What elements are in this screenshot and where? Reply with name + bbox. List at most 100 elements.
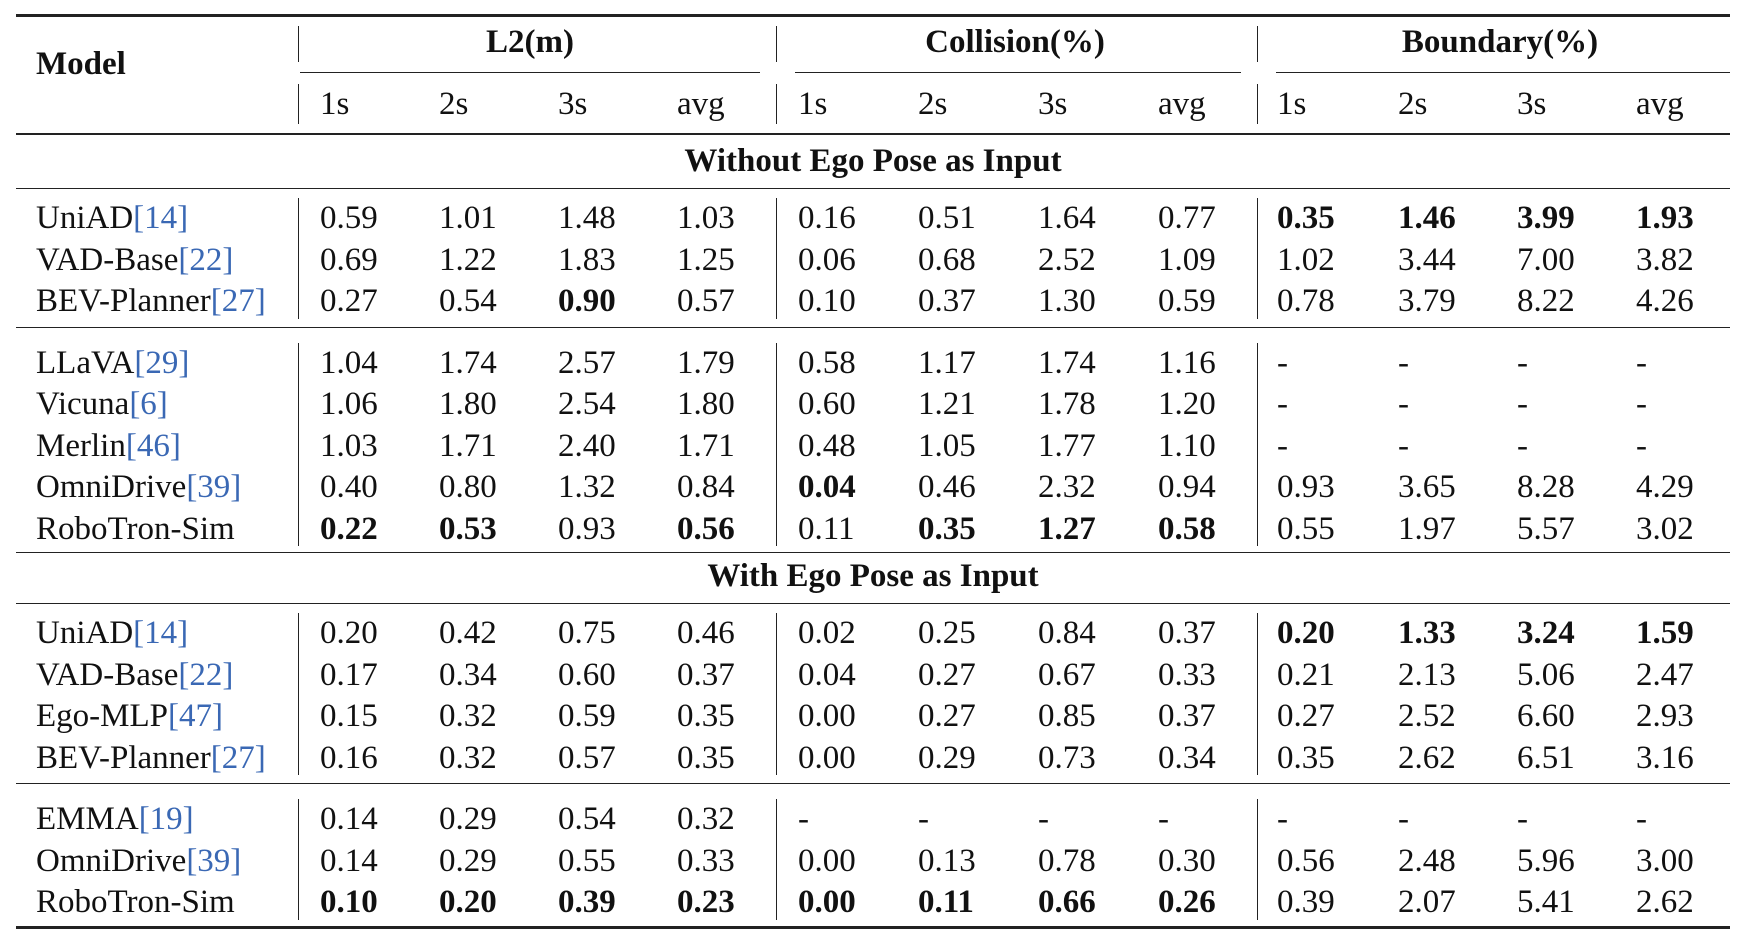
subheader-avg: avg bbox=[1636, 86, 1684, 122]
citation-link[interactable]: [6] bbox=[129, 386, 168, 422]
model-name: BEV-Planner[27] bbox=[36, 281, 266, 321]
metric-value: 2.54 bbox=[558, 386, 616, 422]
metric-value: 2.57 bbox=[558, 344, 616, 381]
metric-value: 0.84 bbox=[1038, 615, 1096, 651]
citation-link[interactable]: [19] bbox=[138, 801, 194, 837]
group-underline-collision bbox=[795, 72, 1241, 73]
model-name: VAD-Base[22] bbox=[36, 655, 233, 695]
metric-value: 1.80 bbox=[439, 386, 497, 422]
metric-value: 2.07 bbox=[1398, 884, 1456, 920]
metric-value: 0.27 bbox=[1277, 698, 1335, 734]
metric-value: 1.09 bbox=[1158, 241, 1216, 278]
section-title: Without Ego Pose as Input bbox=[684, 143, 1062, 179]
metric-value: 0.53 bbox=[439, 510, 497, 547]
model-label: BEV-Planner bbox=[36, 283, 211, 319]
group-header-collision: Collision(%) bbox=[925, 24, 1105, 60]
citation-link[interactable]: [27] bbox=[210, 739, 266, 776]
subheader-avg: avg bbox=[677, 86, 725, 122]
model-label: OmniDrive bbox=[36, 842, 187, 879]
metric-value: 1.71 bbox=[439, 427, 497, 464]
subheader-3s: 3s bbox=[558, 86, 588, 122]
group-header-l2: L2(m) bbox=[486, 24, 574, 60]
metric-value: 0.16 bbox=[320, 739, 378, 776]
metric-value: 1.48 bbox=[558, 200, 616, 236]
metric-value: 0.29 bbox=[439, 842, 497, 879]
subheader-separator bbox=[776, 84, 777, 124]
metric-value: 0.23 bbox=[677, 884, 735, 920]
metric-value: 5.06 bbox=[1517, 656, 1575, 693]
metric-value: 0.80 bbox=[439, 469, 497, 505]
metric-value: 0.32 bbox=[439, 739, 497, 776]
metric-value: 0.13 bbox=[918, 842, 976, 879]
header-rule bbox=[16, 133, 1730, 135]
citation-link[interactable]: [47] bbox=[168, 698, 223, 734]
citation-link[interactable]: [39] bbox=[186, 842, 242, 879]
metric-value: 0.16 bbox=[798, 200, 856, 236]
metric-value: 0.34 bbox=[1158, 739, 1216, 776]
citation-link[interactable]: [39] bbox=[186, 469, 242, 505]
metric-value: 5.57 bbox=[1517, 510, 1575, 547]
metric-value: - bbox=[1636, 801, 1647, 837]
metric-value: 2.47 bbox=[1636, 656, 1694, 693]
model-name: RoboTron-Sim bbox=[36, 509, 235, 549]
metric-value: 1.74 bbox=[1038, 344, 1096, 381]
metric-value: 1.77 bbox=[1038, 427, 1096, 464]
metric-value: 3.02 bbox=[1636, 510, 1694, 547]
model-label: VAD-Base bbox=[36, 241, 179, 278]
column-separator bbox=[776, 342, 777, 546]
metric-value: 0.06 bbox=[798, 241, 856, 278]
citation-link[interactable]: [46] bbox=[125, 427, 181, 464]
metric-value: 0.29 bbox=[918, 739, 976, 776]
column-separator bbox=[298, 613, 299, 775]
metric-value: 0.78 bbox=[1277, 283, 1335, 319]
metric-value: 0.75 bbox=[558, 615, 616, 651]
metric-value: 5.96 bbox=[1517, 842, 1575, 879]
model-label: Ego-MLP bbox=[36, 698, 168, 734]
group-separator bbox=[776, 26, 777, 62]
metric-value: 1.46 bbox=[1398, 200, 1456, 236]
metric-value: 6.51 bbox=[1517, 739, 1575, 776]
citation-link[interactable]: [27] bbox=[210, 283, 266, 319]
metric-value: 0.20 bbox=[439, 884, 497, 920]
citation-link[interactable]: [22] bbox=[178, 241, 234, 278]
metric-value: 0.59 bbox=[1158, 283, 1216, 319]
metric-value: 0.33 bbox=[677, 842, 735, 879]
metric-value: - bbox=[1277, 427, 1288, 464]
metric-value: 1.02 bbox=[1277, 241, 1335, 278]
column-separator bbox=[1257, 799, 1258, 920]
metric-value: 3.99 bbox=[1517, 200, 1575, 236]
metric-value: 0.35 bbox=[1277, 739, 1335, 776]
model-label: BEV-Planner bbox=[36, 739, 211, 776]
citation-link[interactable]: [14] bbox=[133, 615, 189, 651]
model-name: UniAD[14] bbox=[36, 613, 188, 653]
group-separator bbox=[298, 26, 299, 62]
metric-value: - bbox=[1158, 801, 1169, 837]
metric-value: 0.54 bbox=[439, 283, 497, 319]
column-separator bbox=[776, 198, 777, 319]
section-title: With Ego Pose as Input bbox=[707, 558, 1039, 594]
metric-value: 0.46 bbox=[677, 615, 735, 651]
metric-value: 0.39 bbox=[558, 884, 616, 920]
model-name: LLaVA[29] bbox=[36, 343, 189, 383]
metric-value: 4.29 bbox=[1636, 469, 1694, 505]
metric-value: 1.01 bbox=[439, 200, 497, 236]
metric-value: 1.97 bbox=[1398, 510, 1456, 547]
metric-value: 0.46 bbox=[918, 469, 976, 505]
citation-link[interactable]: [14] bbox=[133, 200, 189, 236]
model-name: VAD-Base[22] bbox=[36, 240, 233, 280]
bottom-rule bbox=[16, 925, 1730, 929]
metric-value: 1.06 bbox=[320, 386, 378, 422]
metric-value: 0.37 bbox=[1158, 698, 1216, 734]
citation-link[interactable]: [22] bbox=[178, 656, 234, 693]
citation-link[interactable]: [29] bbox=[134, 344, 190, 381]
subheader-1s: 1s bbox=[798, 86, 828, 122]
metric-value: 0.30 bbox=[1158, 842, 1216, 879]
metric-value: 0.94 bbox=[1158, 469, 1216, 505]
metric-value: 0.67 bbox=[1038, 656, 1096, 693]
metric-value: 0.32 bbox=[677, 801, 735, 837]
metric-value: 0.14 bbox=[320, 801, 378, 837]
metric-value: 5.41 bbox=[1517, 884, 1575, 920]
metric-value: 0.35 bbox=[677, 698, 735, 734]
metric-value: 0.55 bbox=[558, 842, 616, 879]
metric-value: 0.25 bbox=[918, 615, 976, 651]
